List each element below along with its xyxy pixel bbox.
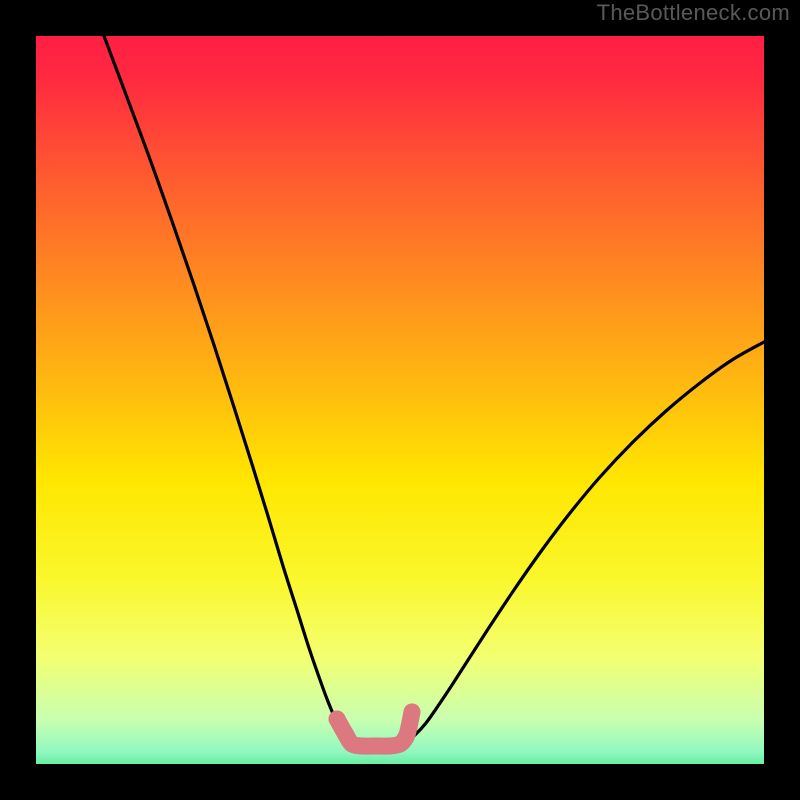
chart-canvas	[0, 0, 800, 800]
highlight-marker	[329, 711, 346, 728]
highlight-marker	[401, 719, 418, 736]
watermark-text: TheBottleneck.com	[597, 0, 790, 26]
highlight-marker	[404, 704, 421, 721]
